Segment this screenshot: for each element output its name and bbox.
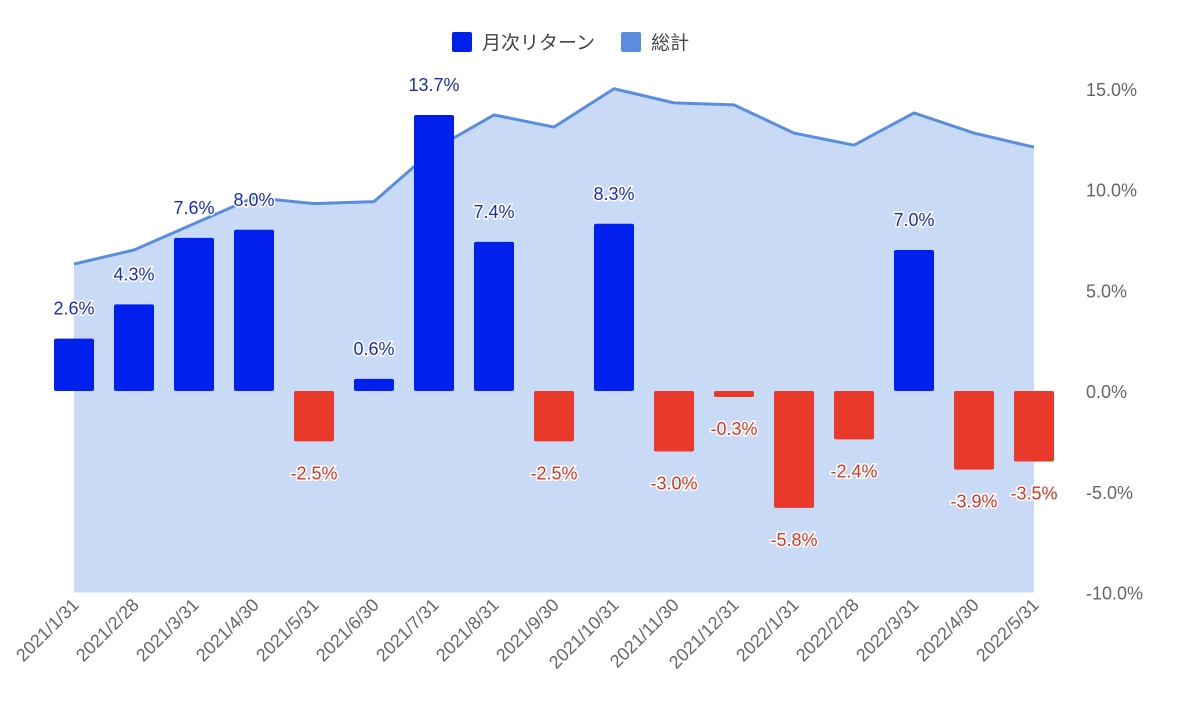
monthly-return-bar (174, 237, 214, 391)
data-label: 4.3% (113, 264, 154, 284)
y-tick-label: 0.0% (1086, 382, 1127, 402)
data-label: -2.4% (830, 461, 877, 481)
legend-swatch-monthly-return (452, 31, 472, 52)
legend: 月次リターン 総計 (452, 28, 689, 55)
monthly-return-bar (234, 229, 274, 391)
data-label: 8.0% (233, 190, 274, 210)
total-area (74, 88, 1034, 593)
y-tick-label: 15.0% (1086, 80, 1137, 100)
x-tick-label: 2022/3/31 (852, 595, 923, 666)
monthly-return-bar (414, 114, 454, 391)
data-label: 7.0% (893, 210, 934, 230)
legend-item-total[interactable]: 総計 (621, 28, 689, 55)
data-label: 13.7% (408, 75, 459, 95)
monthly-return-bar (114, 304, 154, 391)
data-label: -3.0% (650, 473, 697, 493)
x-tick-label: 2021/6/30 (312, 595, 383, 666)
data-label: -3.5% (1010, 484, 1057, 504)
monthly-return-bar (654, 391, 694, 452)
y-tick-label: -5.0% (1086, 483, 1133, 503)
monthly-return-bar (294, 391, 334, 442)
monthly-return-bar (894, 249, 934, 391)
legend-label: 月次リターン (482, 32, 596, 54)
data-label: -2.5% (530, 463, 577, 483)
legend-item-monthly-return[interactable]: 月次リターン (452, 28, 595, 55)
x-tick-label: 2021/4/30 (192, 595, 263, 666)
data-label: -3.9% (950, 492, 997, 512)
monthly-return-bar (774, 391, 814, 508)
x-tick-label: 2022/4/30 (912, 595, 983, 666)
legend-swatch-total (621, 31, 642, 52)
legend-label: 総計 (651, 32, 690, 54)
monthly-return-bar (954, 391, 994, 470)
data-label: 7.4% (473, 202, 514, 222)
data-label: 7.6% (173, 198, 214, 218)
x-tick-label: 2022/1/31 (732, 595, 803, 666)
data-label: -2.5% (290, 463, 337, 483)
y-tick-label: 10.0% (1086, 181, 1137, 201)
monthly-return-bar (534, 391, 574, 442)
monthly-return-bar (834, 391, 874, 440)
data-label: 0.6% (353, 339, 394, 359)
data-label: -0.3% (710, 419, 757, 439)
data-label: -5.8% (770, 530, 817, 550)
x-tick-label: 2022/5/31 (972, 595, 1043, 666)
data-label: 2.6% (53, 299, 94, 319)
data-label: 8.3% (593, 184, 634, 204)
monthly-return-bar (1014, 391, 1054, 462)
y-tick-label: 5.0% (1086, 281, 1127, 301)
x-tick-label: 2021/3/31 (132, 595, 203, 666)
monthly-return-bar (54, 338, 94, 391)
x-tick-label: 2022/2/28 (792, 595, 863, 666)
x-tick-label: 2021/8/31 (432, 595, 503, 666)
x-tick-label: 2021/5/31 (252, 595, 323, 666)
monthly-return-bar (714, 391, 754, 398)
x-tick-label: 2021/1/31 (12, 595, 83, 666)
x-tick-label: 2021/7/31 (372, 595, 443, 666)
y-tick-label: -10.0% (1086, 584, 1143, 604)
monthly-return-bar (474, 241, 514, 391)
x-tick-label: 2021/2/28 (72, 595, 143, 666)
monthly-return-bar (594, 223, 634, 391)
monthly-return-bar (354, 378, 394, 391)
